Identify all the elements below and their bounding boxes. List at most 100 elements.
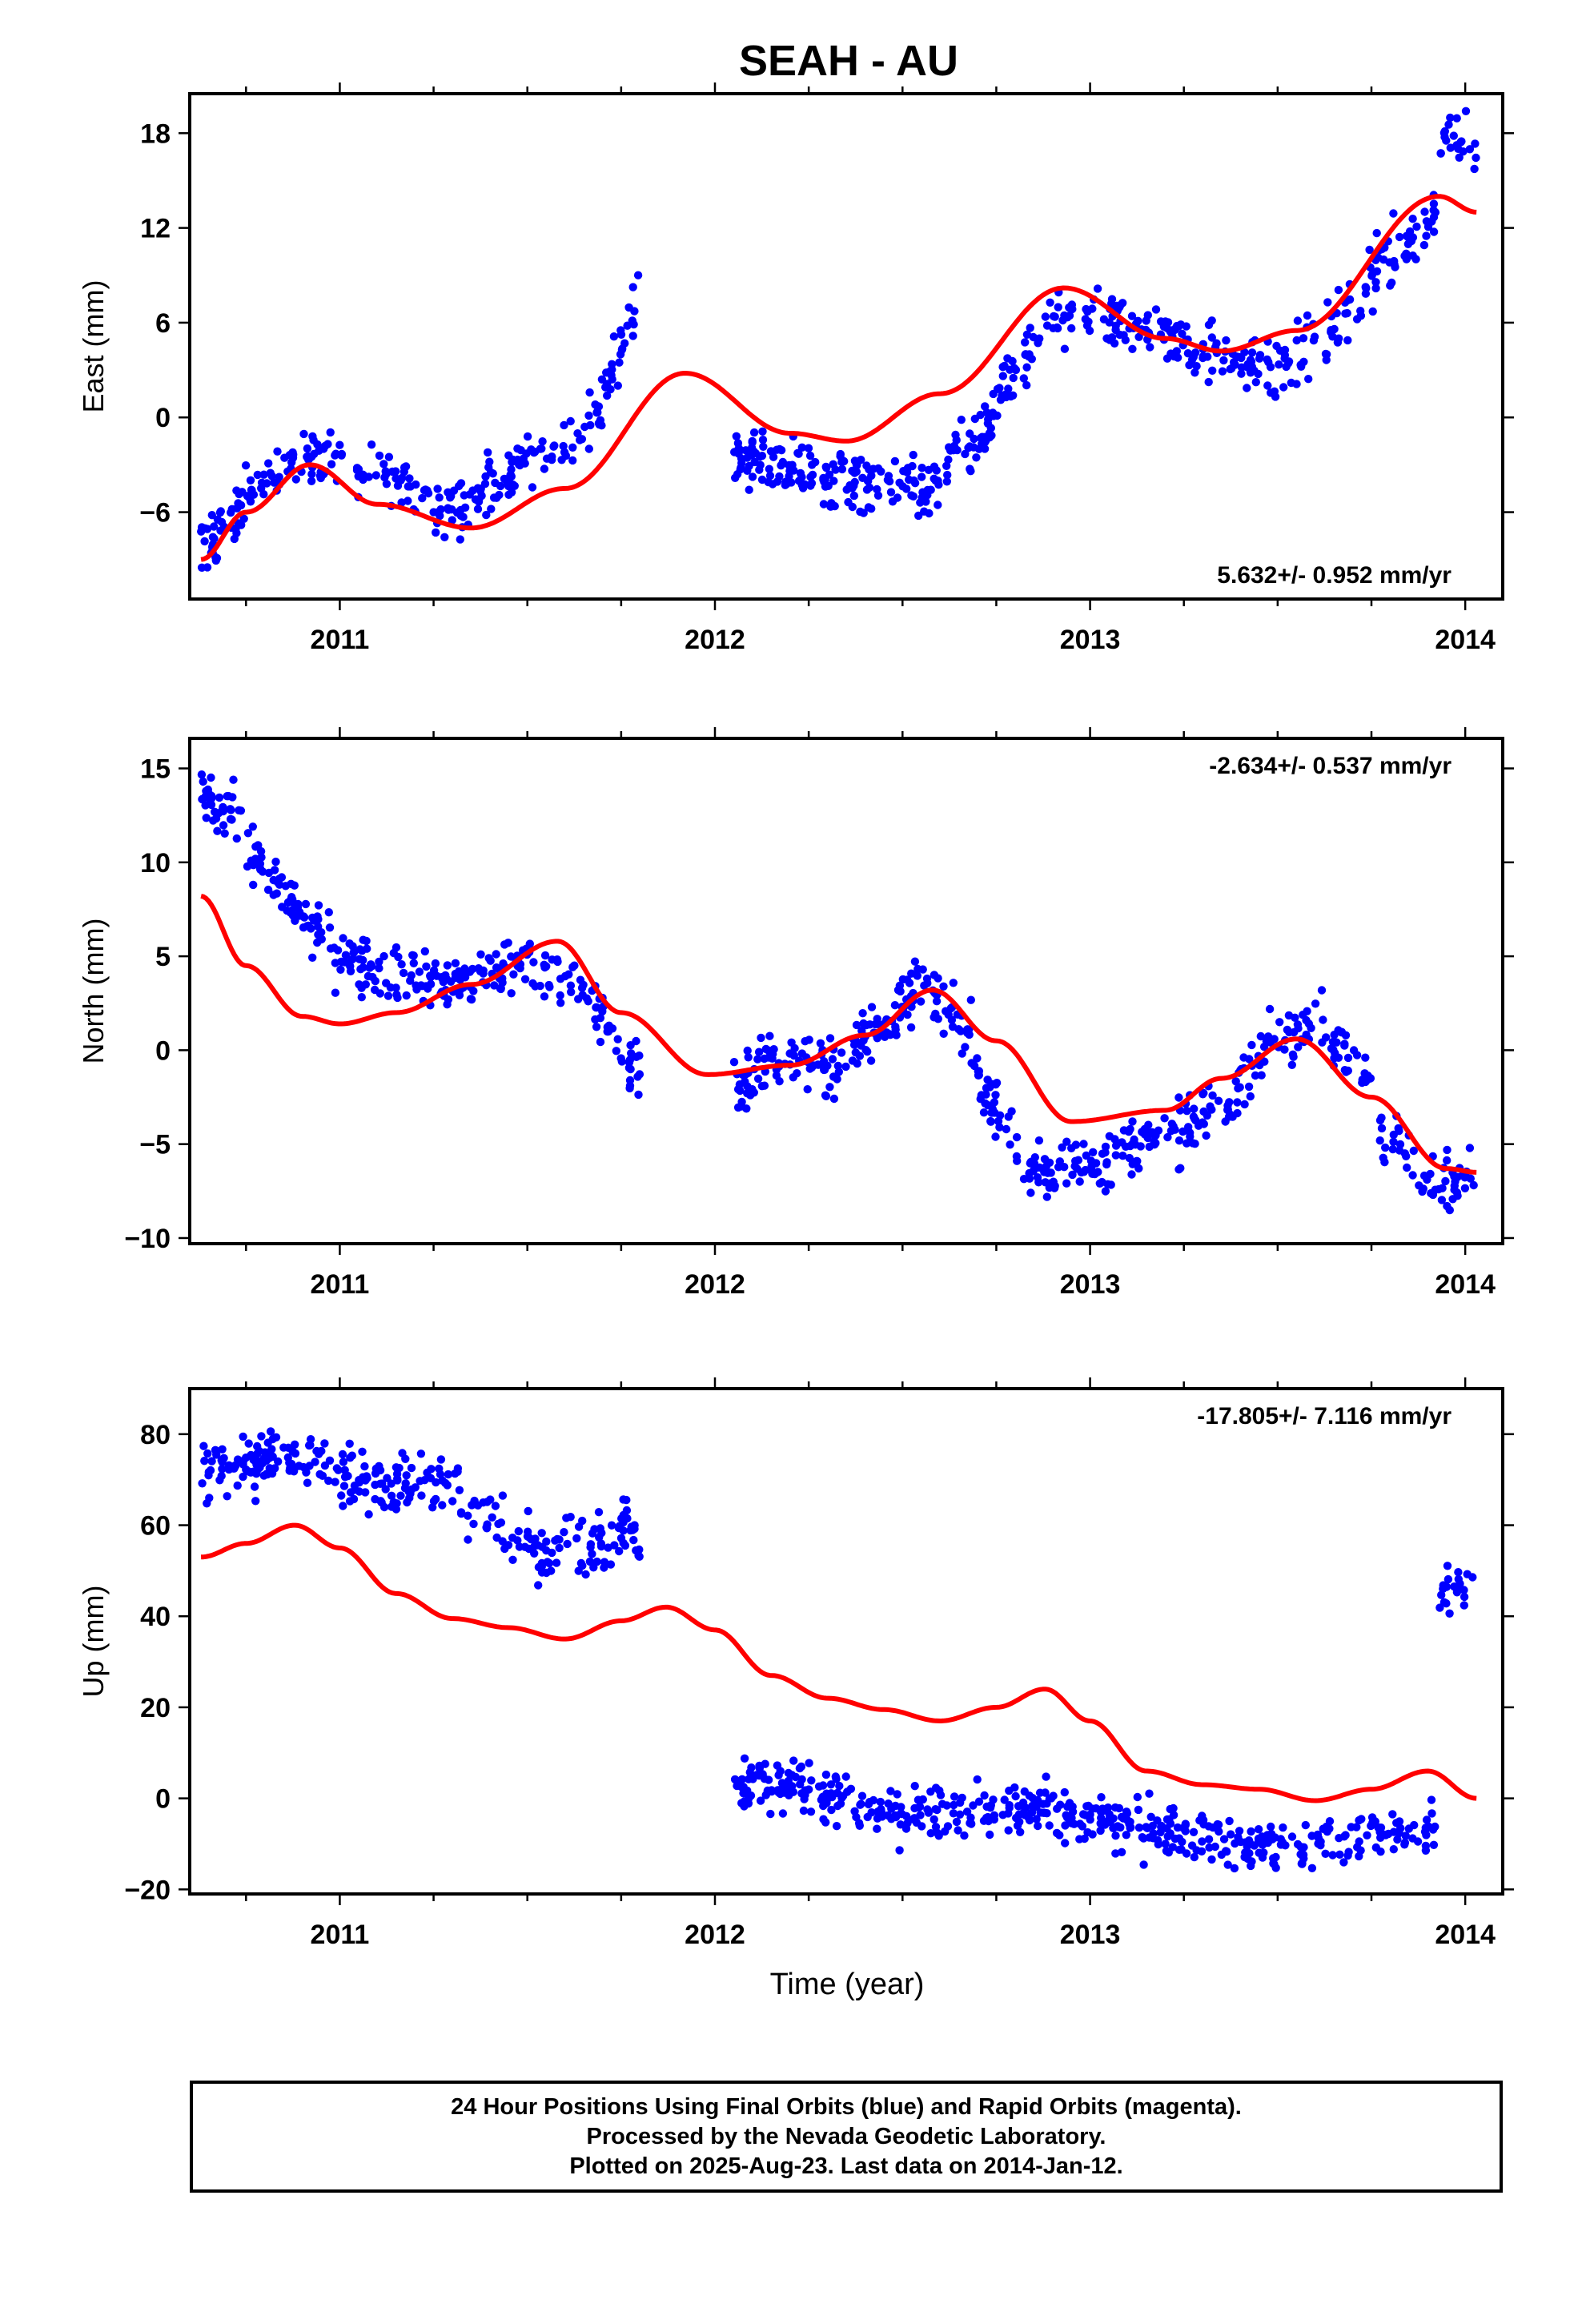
data-point	[364, 1510, 373, 1519]
data-point	[1301, 1820, 1311, 1830]
data-point	[488, 1513, 496, 1522]
data-point	[1042, 1192, 1052, 1201]
data-point	[1009, 373, 1018, 383]
data-point	[1033, 1173, 1042, 1182]
data-point	[989, 412, 998, 420]
data-point	[913, 1795, 923, 1804]
data-point	[1287, 1832, 1297, 1841]
data-point	[1337, 1028, 1346, 1037]
data-point	[1471, 139, 1480, 148]
data-point	[1276, 1840, 1286, 1849]
data-point	[407, 1463, 416, 1473]
data-point	[391, 943, 401, 952]
data-point	[339, 1482, 349, 1490]
data-point	[1271, 1864, 1280, 1872]
data-point	[1010, 1783, 1019, 1792]
data-point	[1371, 278, 1380, 287]
data-point	[203, 563, 212, 572]
data-point	[890, 1001, 900, 1010]
data-point	[264, 868, 274, 878]
data-point	[956, 1027, 966, 1035]
data-point	[1083, 1827, 1092, 1837]
data-point	[1272, 341, 1281, 351]
data-point	[545, 983, 554, 991]
data-point	[1010, 364, 1019, 372]
data-point	[1408, 215, 1417, 223]
data-point	[1207, 333, 1217, 342]
data-point	[890, 456, 900, 466]
data-point	[803, 1085, 812, 1094]
data-point	[482, 1523, 491, 1532]
data-point	[473, 505, 483, 513]
data-point	[215, 1476, 224, 1485]
data-point	[594, 1508, 604, 1517]
data-point	[1052, 1828, 1062, 1838]
data-point	[1161, 1839, 1170, 1848]
data-point	[629, 1535, 638, 1545]
data-point	[765, 1031, 774, 1040]
data-point	[1062, 1179, 1071, 1188]
data-point	[931, 1009, 940, 1019]
data-point	[1335, 334, 1343, 343]
data-point	[524, 1532, 533, 1542]
data-point	[444, 1470, 453, 1479]
data-point	[288, 895, 297, 904]
data-point	[200, 1457, 209, 1466]
data-point	[269, 891, 278, 899]
data-point	[361, 980, 370, 989]
data-point	[1025, 1791, 1034, 1800]
data-point	[1470, 164, 1479, 174]
data-point	[1232, 352, 1241, 361]
data-point	[848, 466, 857, 476]
data-point	[448, 1497, 457, 1506]
data-point	[942, 477, 952, 486]
data-point	[231, 1461, 240, 1470]
data-point	[1214, 1096, 1223, 1105]
data-point	[1012, 1152, 1022, 1161]
data-point	[1256, 1031, 1266, 1041]
data-point	[804, 444, 813, 452]
data-point	[1191, 368, 1199, 377]
data-point	[1389, 1845, 1399, 1854]
data-point	[349, 948, 358, 958]
data-point	[632, 1036, 640, 1046]
data-point	[1380, 1158, 1389, 1167]
data-point	[263, 1438, 272, 1447]
data-point	[362, 1472, 371, 1481]
data-point	[1343, 1053, 1353, 1063]
data-point	[1328, 1037, 1338, 1047]
data-point	[1396, 1823, 1405, 1833]
data-point	[1267, 1822, 1275, 1831]
data-point	[516, 963, 524, 973]
data-point	[359, 963, 367, 972]
data-point	[314, 1449, 323, 1458]
data-point	[805, 451, 815, 460]
data-point	[383, 1474, 391, 1482]
data-point	[1080, 1834, 1089, 1844]
y-axis-label: East (mm)	[77, 280, 110, 413]
data-point	[271, 1464, 279, 1473]
data-point	[533, 1541, 542, 1550]
data-point	[826, 502, 835, 511]
data-point	[1287, 378, 1296, 388]
data-point	[337, 1491, 346, 1500]
data-point	[216, 507, 225, 516]
data-point	[1472, 153, 1480, 163]
data-point	[926, 1787, 935, 1796]
data-point	[769, 452, 778, 461]
data-point	[1340, 1039, 1349, 1048]
data-point	[605, 367, 615, 376]
data-point	[995, 384, 1004, 392]
data-point	[1026, 1188, 1035, 1197]
data-point	[910, 1803, 919, 1813]
data-point	[538, 437, 547, 446]
data-point	[841, 1062, 850, 1072]
data-point	[873, 464, 883, 473]
data-point	[1125, 1819, 1134, 1828]
data-point	[355, 980, 363, 989]
data-point	[814, 1060, 823, 1069]
data-point	[1254, 1825, 1263, 1834]
data-point	[909, 476, 918, 485]
data-point	[757, 1033, 765, 1043]
data-point	[960, 1831, 969, 1840]
